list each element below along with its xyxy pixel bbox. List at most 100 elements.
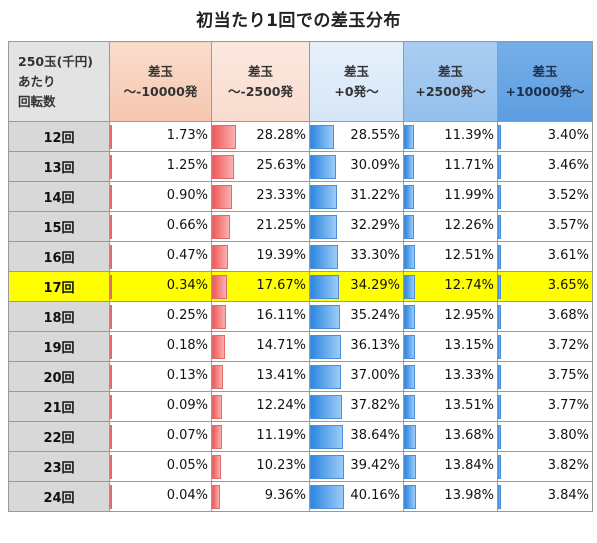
value-label: 0.34% (166, 278, 208, 293)
column-header-line-1: 差玉 (147, 63, 173, 79)
cell-plus-2500: 13.33% (403, 361, 498, 392)
value-label: 3.46% (547, 158, 589, 173)
value-label: 3.61% (547, 248, 589, 263)
value-label: 19.39% (256, 248, 306, 263)
value-label: 25.63% (256, 158, 306, 173)
cell-minus-10000: 0.04% (109, 481, 212, 512)
value-label: 0.07% (166, 428, 208, 443)
cell-minus-10000: 0.13% (109, 361, 212, 392)
column-header-line-1: 差玉 (437, 63, 463, 79)
cell-plus-2500: 13.84% (403, 451, 498, 482)
cell-plus-0: 28.55% (309, 121, 404, 152)
value-label: 0.90% (166, 188, 208, 203)
row-label: 13回 (8, 151, 110, 182)
bar-plus-10000 (498, 125, 501, 149)
cell-plus-0: 36.13% (309, 331, 404, 362)
value-label: 28.28% (256, 128, 306, 143)
row-header-cell: 250玉(千円) あたり 回転数 (8, 41, 110, 122)
bar-plus-10000 (498, 215, 502, 239)
cell-minus-2500: 21.25% (211, 211, 310, 242)
row-header-line-2: あたり (18, 73, 56, 89)
distribution-table: 250玉(千円) あたり 回転数 差玉 ～-10000発 差玉 ～-2500発 … (8, 41, 593, 512)
bar-plus-2500 (404, 335, 416, 359)
cell-plus-10000: 3.68% (497, 301, 593, 332)
column-header-line-1: 差玉 (247, 63, 273, 79)
cell-plus-0: 32.29% (309, 211, 404, 242)
bar-plus-10000 (498, 245, 502, 269)
cell-minus-10000: 0.25% (109, 301, 212, 332)
column-header-plus-0: 差玉 +0発～ (309, 41, 404, 122)
value-label: 11.19% (256, 428, 306, 443)
value-label: 0.05% (166, 458, 208, 473)
value-label: 3.68% (547, 308, 589, 323)
table-row: 15回 0.66% 21.25% 32.29% 12.26% 3.57% (8, 211, 593, 242)
bar-plus-2500 (404, 155, 414, 179)
bar-minus-10000 (110, 485, 112, 509)
value-label: 12.24% (256, 398, 306, 413)
column-header-line-2: +10000発～ (505, 83, 585, 99)
column-header-line-1: 差玉 (343, 63, 369, 79)
cell-plus-0: 38.64% (309, 421, 404, 452)
bar-minus-2500 (212, 485, 220, 509)
value-label: 11.99% (444, 188, 494, 203)
cell-minus-10000: 0.09% (109, 391, 212, 422)
table-row: 13回 1.25% 25.63% 30.09% 11.71% 3.46% (8, 151, 593, 182)
column-header-line-2: +2500発～ (415, 83, 486, 99)
table-row: 24回 0.04% 9.36% 40.16% 13.98% 3.84% (8, 481, 593, 512)
bar-plus-2500 (404, 365, 416, 389)
cell-plus-2500: 11.99% (403, 181, 498, 212)
value-label: 37.00% (350, 368, 400, 383)
bar-minus-2500 (212, 275, 228, 299)
cell-plus-2500: 12.26% (403, 211, 498, 242)
value-label: 10.23% (256, 458, 306, 473)
value-label: 3.77% (547, 398, 589, 413)
cell-plus-10000: 3.52% (497, 181, 593, 212)
cell-plus-0: 33.30% (309, 241, 404, 272)
cell-plus-2500: 13.68% (403, 421, 498, 452)
bar-plus-0 (310, 365, 342, 389)
table-body: 12回 1.73% 28.28% 28.55% 11.39% 3.40% 13回 1.25% 2… (8, 121, 593, 512)
cell-minus-2500: 25.63% (211, 151, 310, 182)
row-label: 24回 (8, 481, 110, 512)
cell-plus-10000: 3.84% (497, 481, 593, 512)
value-label: 13.33% (444, 368, 494, 383)
row-label: 15回 (8, 211, 110, 242)
value-label: 0.13% (166, 368, 208, 383)
bar-plus-2500 (404, 245, 415, 269)
header-row: 250玉(千円) あたり 回転数 差玉 ～-10000発 差玉 ～-2500発 … (8, 41, 593, 122)
table-row: 16回 0.47% 19.39% 33.30% 12.51% 3.61% (8, 241, 593, 272)
value-label: 35.24% (350, 308, 400, 323)
table-row: 18回 0.25% 16.11% 35.24% 12.95% 3.68% (8, 301, 593, 332)
value-label: 9.36% (264, 488, 306, 503)
bar-minus-2500 (212, 305, 226, 329)
cell-minus-10000: 0.07% (109, 421, 212, 452)
column-header-line-2: +0発～ (334, 83, 379, 99)
bar-plus-2500 (404, 125, 414, 149)
value-label: 1.73% (166, 128, 208, 143)
value-label: 3.72% (547, 338, 589, 353)
cell-plus-0: 35.24% (309, 301, 404, 332)
row-label: 19回 (8, 331, 110, 362)
cell-plus-0: 39.42% (309, 451, 404, 482)
bar-plus-0 (310, 245, 339, 269)
value-label: 30.09% (350, 158, 400, 173)
bar-plus-0 (310, 215, 338, 239)
bar-minus-10000 (110, 185, 112, 209)
bar-minus-10000 (110, 335, 112, 359)
cell-minus-10000: 0.47% (109, 241, 212, 272)
cell-plus-0: 37.82% (309, 391, 404, 422)
value-label: 3.84% (547, 488, 589, 503)
cell-minus-2500: 23.33% (211, 181, 310, 212)
bar-minus-10000 (110, 305, 112, 329)
value-label: 3.52% (547, 188, 589, 203)
bar-minus-2500 (212, 425, 222, 449)
value-label: 21.25% (256, 218, 306, 233)
cell-minus-2500: 17.67% (211, 271, 310, 302)
cell-plus-10000: 3.77% (497, 391, 593, 422)
bar-plus-2500 (404, 275, 415, 299)
cell-plus-2500: 13.15% (403, 331, 498, 362)
cell-plus-10000: 3.80% (497, 421, 593, 452)
value-label: 36.13% (350, 338, 400, 353)
bar-minus-2500 (212, 185, 232, 209)
value-label: 11.71% (444, 158, 494, 173)
